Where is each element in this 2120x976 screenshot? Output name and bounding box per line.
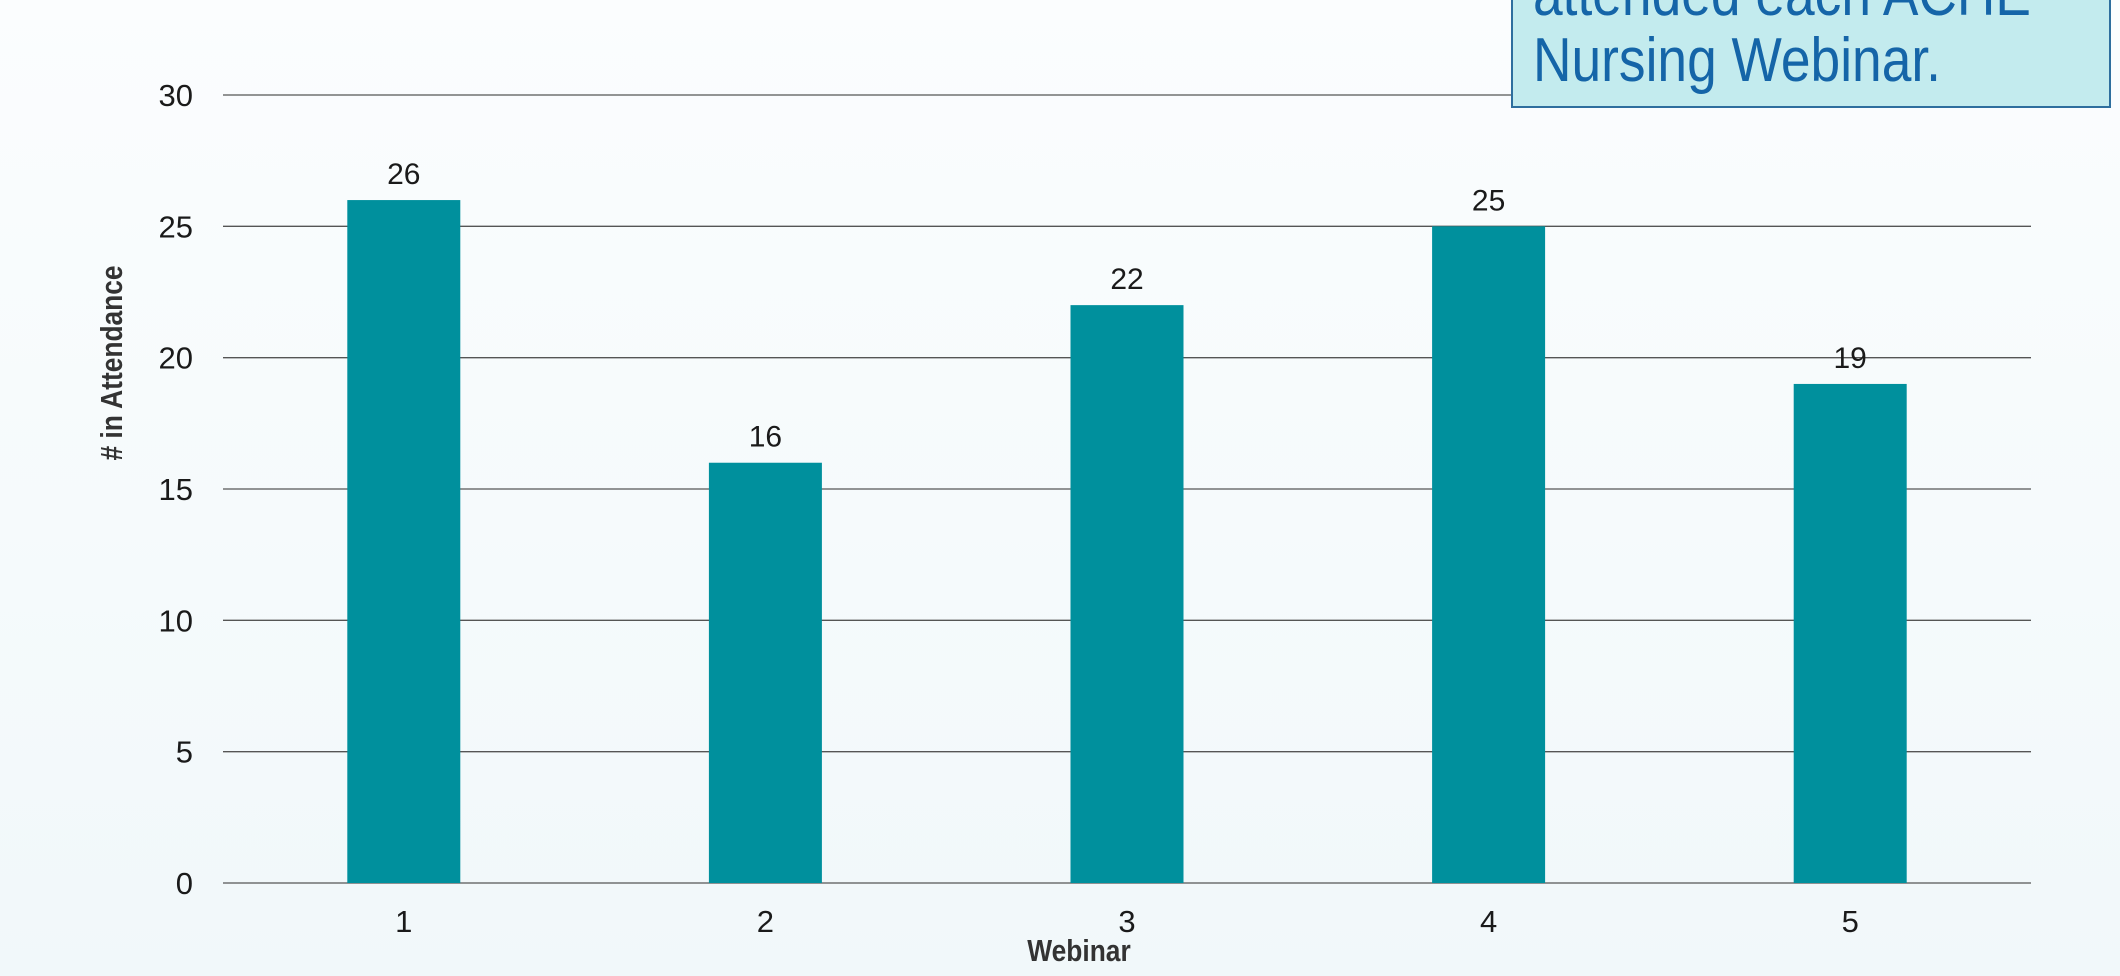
data-label: 19 xyxy=(1834,342,1867,375)
callout-line-2: Nursing Webinar. xyxy=(1533,26,1942,95)
data-label: 25 xyxy=(1472,184,1505,217)
y-axis-ticks: 0 5 10 15 20 25 30 xyxy=(159,78,193,901)
y-axis-title: # in Attendance xyxy=(95,265,129,460)
bar xyxy=(1070,305,1184,884)
y-tick-label: 15 xyxy=(159,472,193,507)
y-tick-label: 20 xyxy=(159,341,193,376)
x-tick-label: 3 xyxy=(1118,904,1135,939)
data-label: 16 xyxy=(749,421,782,454)
x-axis-title: Webinar xyxy=(1027,934,1130,968)
y-tick-label: 5 xyxy=(176,735,193,770)
callout-box: attended each ACHE Nursing Webinar. xyxy=(1511,0,2111,108)
y-tick-label: 25 xyxy=(159,209,193,244)
bar xyxy=(1793,383,1907,883)
callout-line-1: attended each ACHE xyxy=(1533,0,2031,28)
bar xyxy=(708,462,822,883)
x-axis-ticks: 1 2 3 4 5 xyxy=(395,904,1859,939)
data-label: 22 xyxy=(1110,263,1143,296)
bars xyxy=(347,200,1907,884)
y-tick-label: 0 xyxy=(176,866,193,901)
x-tick-label: 5 xyxy=(1842,904,1859,939)
callout-text: attended each ACHE Nursing Webinar. xyxy=(1533,0,2031,95)
x-tick-label: 2 xyxy=(757,904,774,939)
data-labels: 26 16 22 25 19 xyxy=(387,158,1867,454)
data-label: 26 xyxy=(387,158,420,191)
y-tick-label: 10 xyxy=(159,603,193,638)
bar xyxy=(347,200,461,884)
x-tick-label: 1 xyxy=(395,904,412,939)
bar xyxy=(1432,226,1546,884)
x-tick-label: 4 xyxy=(1480,904,1497,939)
y-tick-label: 30 xyxy=(159,78,193,113)
